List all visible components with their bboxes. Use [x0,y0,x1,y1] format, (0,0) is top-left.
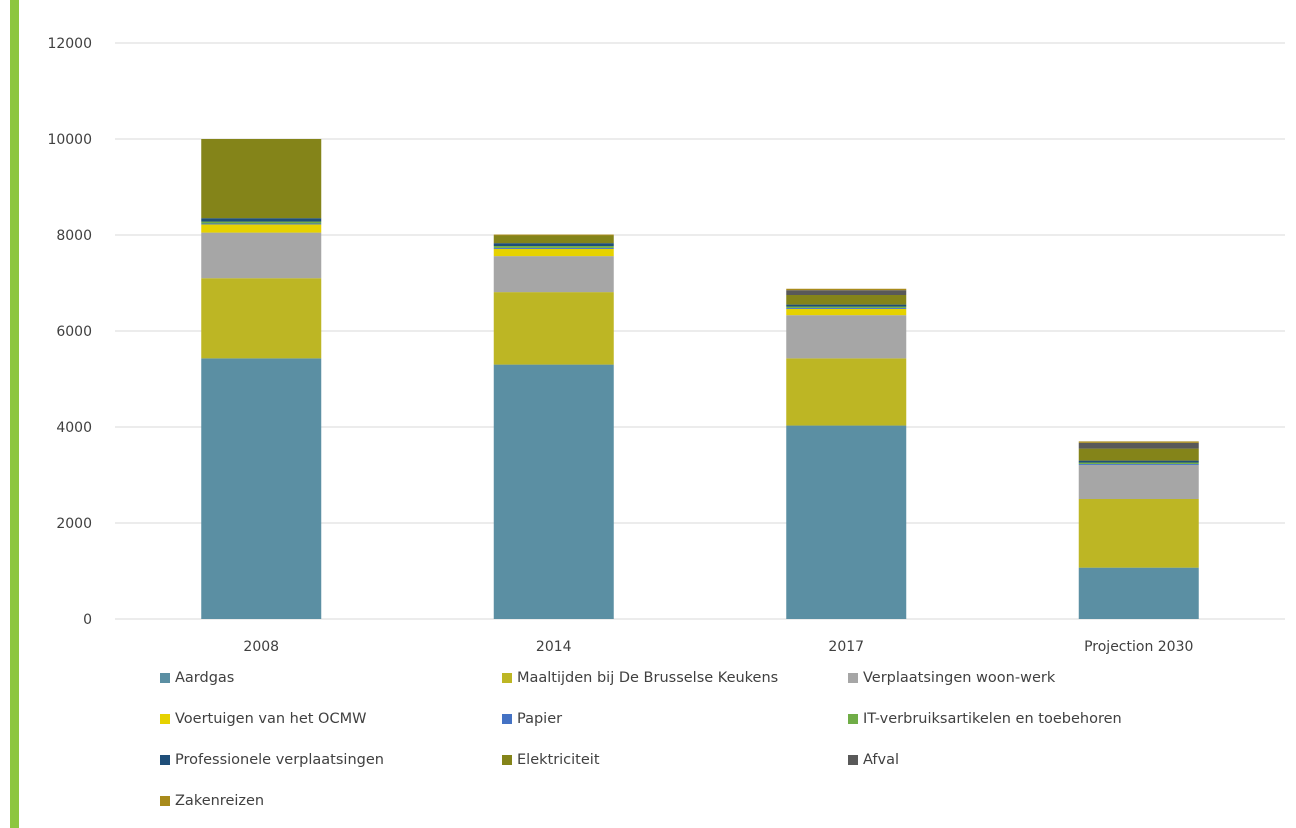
bar-segment-4-3 [1078,463,1199,465]
bar-segment-9-3 [1078,441,1199,443]
bar-segment-0-3 [1078,567,1199,619]
y-tick-label: 4000 [56,420,92,436]
bar-segment-0-0 [201,358,322,619]
bar-segment-1-1 [493,292,614,365]
bar-segment-3-0 [201,224,322,233]
bar-segment-5-2 [786,306,907,308]
bar-segment-4-0 [201,223,322,225]
y-tick-label: 12000 [47,36,92,52]
y-tick-label: 10000 [47,132,92,148]
bar-segment-1-2 [786,358,907,426]
bar-segment-5-0 [201,221,322,224]
bar-segment-9-1 [493,234,614,236]
bar-segment-7-2 [786,295,907,305]
y-axis-tick-labels: 0 2000 4000 6000 8000 10000 12000 [47,36,92,628]
bar-segment-3-2 [786,308,907,316]
bar-segment-9-2 [786,288,907,291]
bar-segment-7-3 [1078,448,1199,461]
x-tick-label: 2008 [243,639,279,655]
bar-segment-2-2 [786,315,907,359]
bar-segment-4-2 [786,307,907,309]
bar-segment-3-1 [493,248,614,257]
bar-segment-8-2 [786,290,907,295]
y-tick-label: 0 [83,612,92,628]
y-tick-label: 2000 [56,516,92,532]
bar-segment-8-3 [1078,442,1199,449]
bar-segment-2-0 [201,232,322,279]
bar-segment-5-1 [493,246,614,248]
bar-segment-0-2 [786,425,907,619]
x-tick-label: Projection 2030 [1084,639,1193,655]
bar-segment-6-2 [786,304,907,307]
accent-bar [10,0,19,828]
x-axis-tick-labels: 2008 2014 2017 Projection 2030 [243,639,1193,655]
y-tick-label: 8000 [56,228,92,244]
bar-segment-7-0 [201,139,322,219]
bars [201,139,1199,619]
bar-segment-1-0 [201,278,322,359]
bar-segment-2-3 [1078,464,1199,499]
bar-segment-6-1 [493,243,614,247]
bar-segment-6-0 [201,218,322,222]
y-tick-label: 6000 [56,324,92,340]
bar-segment-0-1 [493,364,614,619]
bar-segment-6-3 [1078,460,1199,463]
bar-segment-2-1 [493,256,614,293]
bar-segment-5-3 [1078,462,1199,464]
x-tick-label: 2017 [828,639,864,655]
bar-segment-1-3 [1078,499,1199,568]
x-tick-label: 2014 [536,639,572,655]
bar-segment-4-1 [493,247,614,249]
bar-segment-7-1 [493,235,614,244]
